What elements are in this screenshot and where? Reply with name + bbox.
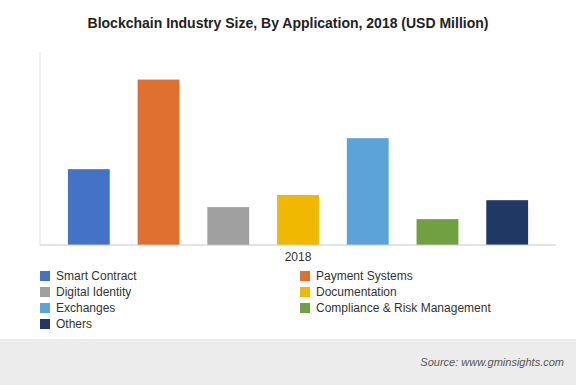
legend-swatch xyxy=(40,287,50,297)
bar xyxy=(68,169,110,245)
bar xyxy=(138,80,180,245)
legend-label: Digital Identity xyxy=(56,285,131,299)
legend-swatch xyxy=(300,287,310,297)
legend: Smart Contract Payment Systems Digital Ide… xyxy=(40,269,491,331)
x-tick-label: 2018 xyxy=(285,250,312,264)
legend-swatch xyxy=(300,271,310,281)
x-axis-line xyxy=(40,245,556,246)
bar xyxy=(277,195,319,245)
bar xyxy=(207,207,249,245)
legend-label: Payment Systems xyxy=(316,269,413,283)
legend-swatch xyxy=(40,319,50,329)
y-axis-line xyxy=(40,52,41,245)
legend-label: Others xyxy=(56,317,92,331)
footer xyxy=(0,339,576,385)
legend-swatch xyxy=(300,303,310,313)
legend-swatch xyxy=(40,303,50,313)
legend-label: Compliance & Risk Management xyxy=(316,301,491,315)
legend-swatch xyxy=(40,271,50,281)
bar xyxy=(486,200,528,245)
title: Blockchain Industry Size, By Application… xyxy=(88,15,489,31)
legend-label: Documentation xyxy=(316,285,397,299)
legend-label: Smart Contract xyxy=(56,269,137,283)
bar xyxy=(417,219,459,245)
chart: Blockchain Industry Size, By Application… xyxy=(0,0,576,385)
source-note: Source: www.gminsights.com xyxy=(420,356,564,368)
bars xyxy=(68,80,528,245)
legend-label: Exchanges xyxy=(56,301,115,315)
bar xyxy=(347,138,389,245)
